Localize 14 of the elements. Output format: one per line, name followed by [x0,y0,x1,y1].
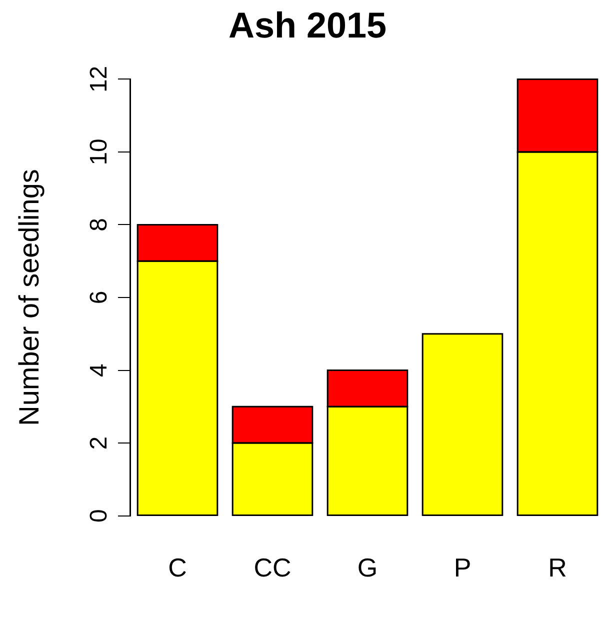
y-tick-label: 0 [86,509,113,522]
x-tick-label: CC [254,552,292,583]
y-tick-label: 10 [86,138,113,166]
y-axis-title: Number of seedlings [14,169,45,426]
x-tick-label: R [548,552,567,583]
chart-title: Ash 2015 [228,4,387,46]
x-tick-label: C [168,552,187,583]
y-tick-label: 8 [86,218,113,232]
x-tick-label: G [357,552,378,583]
y-tick-label: 4 [86,364,113,377]
y-tick-label: 6 [86,290,113,304]
y-tick-label: 2 [86,436,113,450]
x-tick-label: P [454,552,472,583]
y-tick-label: 12 [86,66,113,93]
